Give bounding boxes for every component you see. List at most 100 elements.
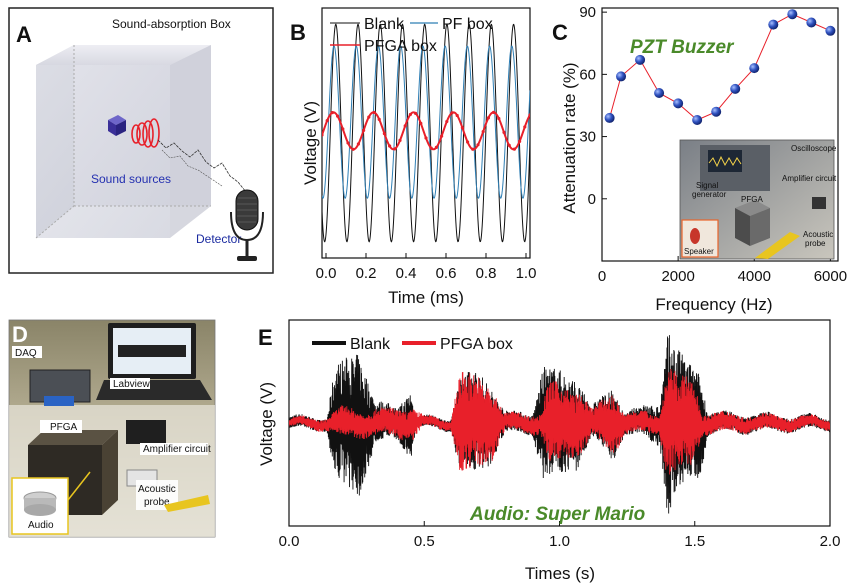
daq-label-bg xyxy=(12,346,42,358)
b-pfga-marker xyxy=(393,147,397,151)
amplifier-label-bg xyxy=(140,443,208,455)
panel-e-ylabel: Voltage (V) xyxy=(257,382,276,466)
photo-label-acoustic: Acoustic xyxy=(803,230,833,239)
b-pfga-marker xyxy=(424,136,428,140)
c-data-point xyxy=(730,83,741,94)
panel-e-xlabel: Times (s) xyxy=(525,564,595,583)
photo-label-pfga: PFGA xyxy=(741,195,763,204)
e-xtick-label: 0.0 xyxy=(279,533,300,550)
photo-label-amplifier: Amplifier circuit xyxy=(143,444,211,455)
b-pfga-marker xyxy=(481,129,485,134)
c-xtick-label: 0 xyxy=(598,268,606,285)
photo-label-probe: probe xyxy=(805,239,826,248)
photo-label-speaker: Speaker xyxy=(684,247,714,256)
sound-source-cube-left xyxy=(108,120,116,136)
panel-a-title: Sound-absorption Box xyxy=(112,17,231,31)
photo-label-acoustic: Acoustic xyxy=(138,484,176,495)
photo-label-labview: Labview xyxy=(113,379,150,390)
photo-label-signal: Signal xyxy=(696,181,718,190)
c-data-point xyxy=(673,98,684,109)
sound-sources-label: Sound sources xyxy=(91,172,171,186)
c-data-point xyxy=(654,88,665,99)
photo-label-daq: DAQ xyxy=(15,348,37,359)
pfga-box-side xyxy=(102,430,118,515)
legend-label-pf: PF box xyxy=(442,16,493,33)
panel-c-inset-title: PZT Buzzer xyxy=(630,37,735,58)
yellow-tape xyxy=(164,495,210,512)
c-ytick-label: 0 xyxy=(588,191,596,208)
speaker-icon xyxy=(690,228,700,244)
photo-label-audio: Audio xyxy=(28,520,54,531)
panel-b-legend: Blank PF box PFGA box xyxy=(330,16,493,55)
pfga-box-right xyxy=(750,208,770,246)
oscilloscope-trace xyxy=(708,155,742,168)
c-data-point xyxy=(768,19,779,30)
legend-label-pfga: PFGA box xyxy=(440,336,513,353)
b-pfga-marker xyxy=(367,115,371,119)
molecular-chain xyxy=(161,149,223,187)
c-data-point xyxy=(604,112,615,123)
panel-d: D Labview DAQ PFGA Amplifier circuit Aco… xyxy=(8,319,216,538)
panel-b-ylabel: Voltage (V) xyxy=(301,101,320,185)
b-pfga-marker xyxy=(403,124,407,128)
c-data-point xyxy=(711,106,722,117)
b-xtick-label: 0.8 xyxy=(476,265,497,282)
b-pfga-marker xyxy=(518,139,522,143)
panel-e-inset-title: Audio: Super Mario xyxy=(469,504,645,525)
b-pfga-marker xyxy=(492,110,496,114)
c-data-point xyxy=(749,63,760,74)
b-pfga-marker xyxy=(440,134,444,138)
b-pfga-marker xyxy=(471,147,475,151)
sound-source-cube-top xyxy=(108,115,126,125)
sound-wave-rings xyxy=(131,118,160,148)
b-pfga-marker xyxy=(450,111,454,115)
oscilloscope-screen xyxy=(708,150,742,172)
photo-label-oscilloscope: Oscilloscope xyxy=(791,144,837,153)
b-pfga-marker xyxy=(466,140,470,144)
legend-label-pfga: PFGA box xyxy=(364,38,437,55)
b-pfga-marker xyxy=(512,147,517,151)
c-data-point xyxy=(787,9,798,20)
b-pfga-marker xyxy=(341,127,345,131)
c-ytick-label: 30 xyxy=(579,129,596,146)
box-edge xyxy=(35,205,75,239)
box-front-face xyxy=(36,65,170,238)
speaker-inset xyxy=(681,219,719,258)
panel-c-yticks: 0 30 60 90 xyxy=(579,4,607,208)
sound-source-cube-right xyxy=(116,120,126,136)
e-xtick-label: 1.5 xyxy=(684,533,705,550)
b-pfga-marker xyxy=(388,144,392,148)
b-pfga-marker xyxy=(325,118,329,123)
e-series-pfga xyxy=(289,369,830,475)
panel-a: A Sound-absorption Box Sound sources Det… xyxy=(8,7,274,274)
legend-label-blank: Blank xyxy=(350,336,391,353)
box-right-face xyxy=(170,45,211,238)
c-data-point xyxy=(825,25,836,36)
yellow-tape xyxy=(755,232,800,259)
panel-c-series xyxy=(604,9,836,125)
c-ytick-label: 90 xyxy=(579,4,596,21)
b-pfga-marker xyxy=(414,111,418,115)
pfga-label-bg xyxy=(40,420,82,433)
c-data-point xyxy=(692,114,703,125)
panel-e-label: E xyxy=(258,325,273,350)
photo-label-probe: probe xyxy=(144,497,170,508)
panel-d-label: D xyxy=(12,322,28,347)
b-pfga-marker xyxy=(523,125,527,129)
b-pfga-marker xyxy=(382,131,386,136)
b-pfga-marker xyxy=(408,112,412,117)
photo-label-amplifier: Amplifier circuit xyxy=(782,174,837,183)
panel-c: C Attenuation rate (%) Frequency (Hz) 0 2… xyxy=(552,4,847,314)
b-pfga-marker xyxy=(507,143,511,147)
panel-e-series xyxy=(289,335,830,514)
panel-b-xticks: 0.0 0.2 0.4 0.6 0.8 1.0 xyxy=(316,253,536,282)
c-data-point xyxy=(616,71,627,82)
panel-a-label: A xyxy=(16,22,32,47)
panel-c-setup-photo: Oscilloscope Signal generator Amplifier … xyxy=(679,139,837,260)
audio-speaker-bottom xyxy=(24,504,56,516)
b-pfga-marker xyxy=(455,113,459,118)
b-xtick-label: 0.2 xyxy=(356,265,377,282)
labview-waveform xyxy=(118,345,186,357)
c-connector-line xyxy=(609,13,831,121)
b-xtick-label: 0.0 xyxy=(316,265,337,282)
